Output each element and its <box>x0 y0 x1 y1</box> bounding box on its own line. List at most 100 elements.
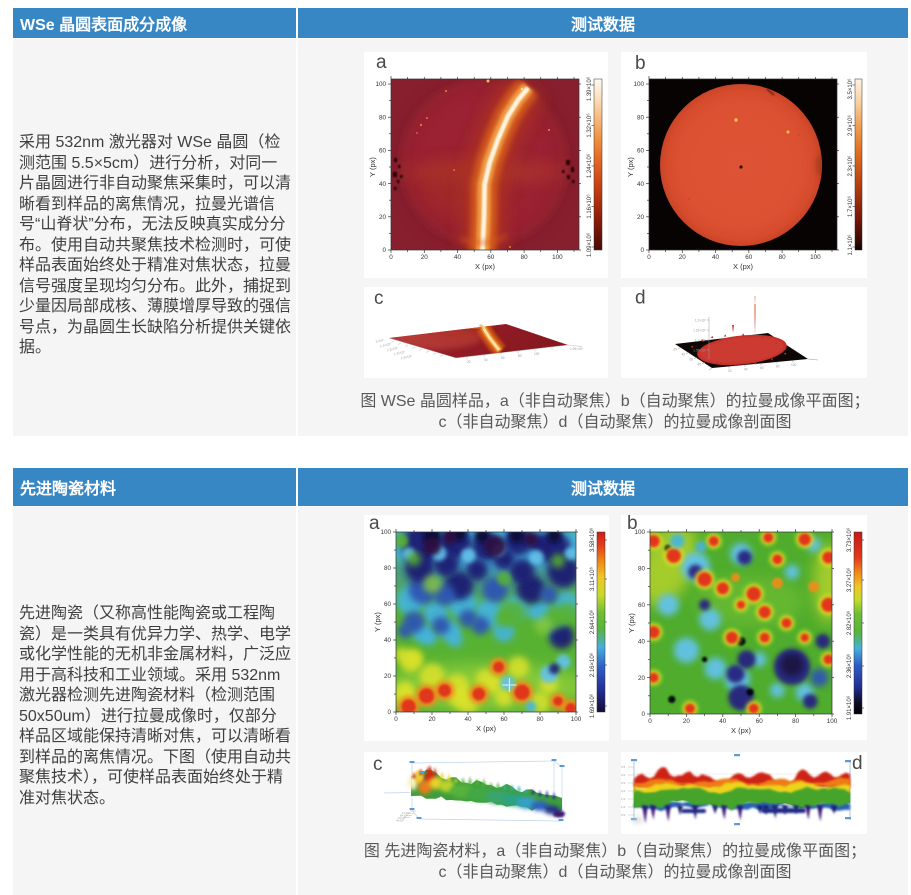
svg-text:1.24×10⁶: 1.24×10⁶ <box>586 153 593 178</box>
svg-text:60: 60 <box>637 148 645 155</box>
svg-text:2.5: 2.5 <box>621 781 626 785</box>
svg-text:100: 100 <box>552 254 563 261</box>
svg-text:60: 60 <box>487 254 495 261</box>
svg-text:3.5×10⁶: 3.5×10⁶ <box>847 78 854 100</box>
svg-text:60: 60 <box>689 358 693 362</box>
svg-text:3.11×10⁶: 3.11×10⁶ <box>589 567 596 591</box>
svg-text:c: c <box>374 288 384 309</box>
svg-text:0: 0 <box>387 709 391 716</box>
svg-text:2.64×10⁶: 2.64×10⁶ <box>589 609 596 634</box>
svg-text:100: 100 <box>634 529 645 536</box>
svg-text:1.16×10⁶: 1.16×10⁶ <box>586 194 593 219</box>
svg-text:80: 80 <box>792 718 800 725</box>
svg-text:60: 60 <box>745 254 753 261</box>
svg-text:0: 0 <box>641 711 645 718</box>
svg-text:100: 100 <box>534 352 540 356</box>
svg-text:1.32×10⁶: 1.32×10⁶ <box>586 113 593 138</box>
svg-text:60: 60 <box>760 366 764 370</box>
svg-text:1.2×10⁶: 1.2×10⁶ <box>695 319 707 323</box>
svg-text:1.7×10⁶: 1.7×10⁶ <box>847 195 854 217</box>
svg-text:Y (px): Y (px) <box>368 157 377 177</box>
svg-text:3.58×10⁶: 3.58×10⁶ <box>589 527 596 552</box>
svg-text:a: a <box>376 52 387 73</box>
svg-text:b: b <box>627 515 638 534</box>
svg-text:80: 80 <box>379 114 387 121</box>
svg-text:20: 20 <box>638 675 646 682</box>
svg-text:0: 0 <box>648 718 652 725</box>
svg-text:40: 40 <box>484 358 488 362</box>
svg-text:40: 40 <box>719 718 727 725</box>
svg-text:X (px): X (px) <box>475 262 496 271</box>
svg-text:0: 0 <box>382 247 386 254</box>
svg-text:1.0: 1.0 <box>621 805 626 809</box>
svg-text:40: 40 <box>379 181 387 188</box>
svg-text:40: 40 <box>681 353 685 357</box>
svg-text:20: 20 <box>384 673 392 680</box>
svg-text:60: 60 <box>638 602 646 609</box>
svg-text:20: 20 <box>679 254 687 261</box>
svg-text:Y (px): Y (px) <box>627 613 636 633</box>
svg-text:60: 60 <box>501 356 505 360</box>
svg-text:X (px): X (px) <box>733 262 754 271</box>
svg-text:6×10⁵: 6×10⁵ <box>398 816 407 820</box>
svg-text:1.69×10⁶: 1.69×10⁶ <box>589 693 596 718</box>
svg-text:80: 80 <box>779 254 787 261</box>
svg-text:40: 40 <box>744 368 748 372</box>
svg-text:40: 40 <box>464 716 472 723</box>
svg-text:100: 100 <box>380 529 391 536</box>
svg-text:100: 100 <box>375 81 386 88</box>
svg-text:80: 80 <box>536 716 544 723</box>
svg-text:2.82×10⁶: 2.82×10⁶ <box>846 610 853 635</box>
svg-text:100: 100 <box>571 716 582 723</box>
svg-text:20: 20 <box>379 214 387 221</box>
svg-text:d: d <box>635 288 646 309</box>
svg-text:20: 20 <box>683 718 691 725</box>
svg-text:1.39×10⁶: 1.39×10⁶ <box>586 76 593 101</box>
svg-text:80: 80 <box>637 114 645 121</box>
svg-text:3.73×10⁶: 3.73×10⁶ <box>846 527 853 552</box>
svg-text:1.09×10⁶: 1.09×10⁶ <box>570 347 584 351</box>
svg-text:X (px): X (px) <box>476 724 497 733</box>
svg-text:80: 80 <box>521 254 529 261</box>
svg-text:1×10⁶: 1×10⁶ <box>375 338 385 344</box>
svg-text:40: 40 <box>637 181 645 188</box>
svg-text:1.1×10⁶: 1.1×10⁶ <box>695 339 707 343</box>
svg-text:1.4×10⁶: 1.4×10⁶ <box>400 354 412 360</box>
svg-text:c: c <box>373 754 383 775</box>
svg-text:1.05×10⁶: 1.05×10⁶ <box>693 349 707 353</box>
svg-text:1.15×10⁶: 1.15×10⁶ <box>693 329 707 333</box>
svg-text:0.5: 0.5 <box>621 813 626 817</box>
svg-text:20: 20 <box>421 254 429 261</box>
svg-text:0: 0 <box>394 716 398 723</box>
svg-text:40: 40 <box>638 638 646 645</box>
svg-text:20: 20 <box>428 716 436 723</box>
svg-text:3.0: 3.0 <box>621 773 626 777</box>
svg-text:100: 100 <box>827 718 838 725</box>
svg-text:100: 100 <box>633 81 644 88</box>
svg-text:20: 20 <box>467 360 471 364</box>
svg-text:0: 0 <box>640 247 644 254</box>
svg-text:2.36×10⁶: 2.36×10⁶ <box>846 653 853 678</box>
svg-text:1.2×10⁶: 1.2×10⁶ <box>386 346 398 352</box>
svg-text:1.91×10⁶: 1.91×10⁶ <box>846 695 853 720</box>
svg-text:60: 60 <box>384 601 392 608</box>
svg-text:1.09×10⁶: 1.09×10⁶ <box>586 232 593 257</box>
svg-text:40: 40 <box>712 254 720 261</box>
svg-text:100: 100 <box>810 254 821 261</box>
svg-text:3.5: 3.5 <box>621 765 626 769</box>
svg-text:Y (px): Y (px) <box>626 157 635 177</box>
svg-text:0: 0 <box>647 254 651 261</box>
svg-text:40: 40 <box>384 637 392 644</box>
svg-text:1.5: 1.5 <box>621 797 626 801</box>
svg-text:60: 60 <box>500 716 508 723</box>
svg-text:20: 20 <box>673 348 677 352</box>
svg-text:1.3×10⁶: 1.3×10⁶ <box>393 350 405 356</box>
svg-text:2.9×10⁶: 2.9×10⁶ <box>847 114 854 136</box>
svg-text:40: 40 <box>454 254 462 261</box>
svg-text:80: 80 <box>384 565 392 572</box>
svg-text:1.1×10⁶: 1.1×10⁶ <box>847 234 854 256</box>
svg-text:80: 80 <box>638 566 646 573</box>
svg-text:1×10⁶: 1×10⁶ <box>402 811 411 815</box>
svg-text:8×10⁵: 8×10⁵ <box>400 814 409 818</box>
svg-text:2.3×10⁶: 2.3×10⁶ <box>847 155 854 177</box>
